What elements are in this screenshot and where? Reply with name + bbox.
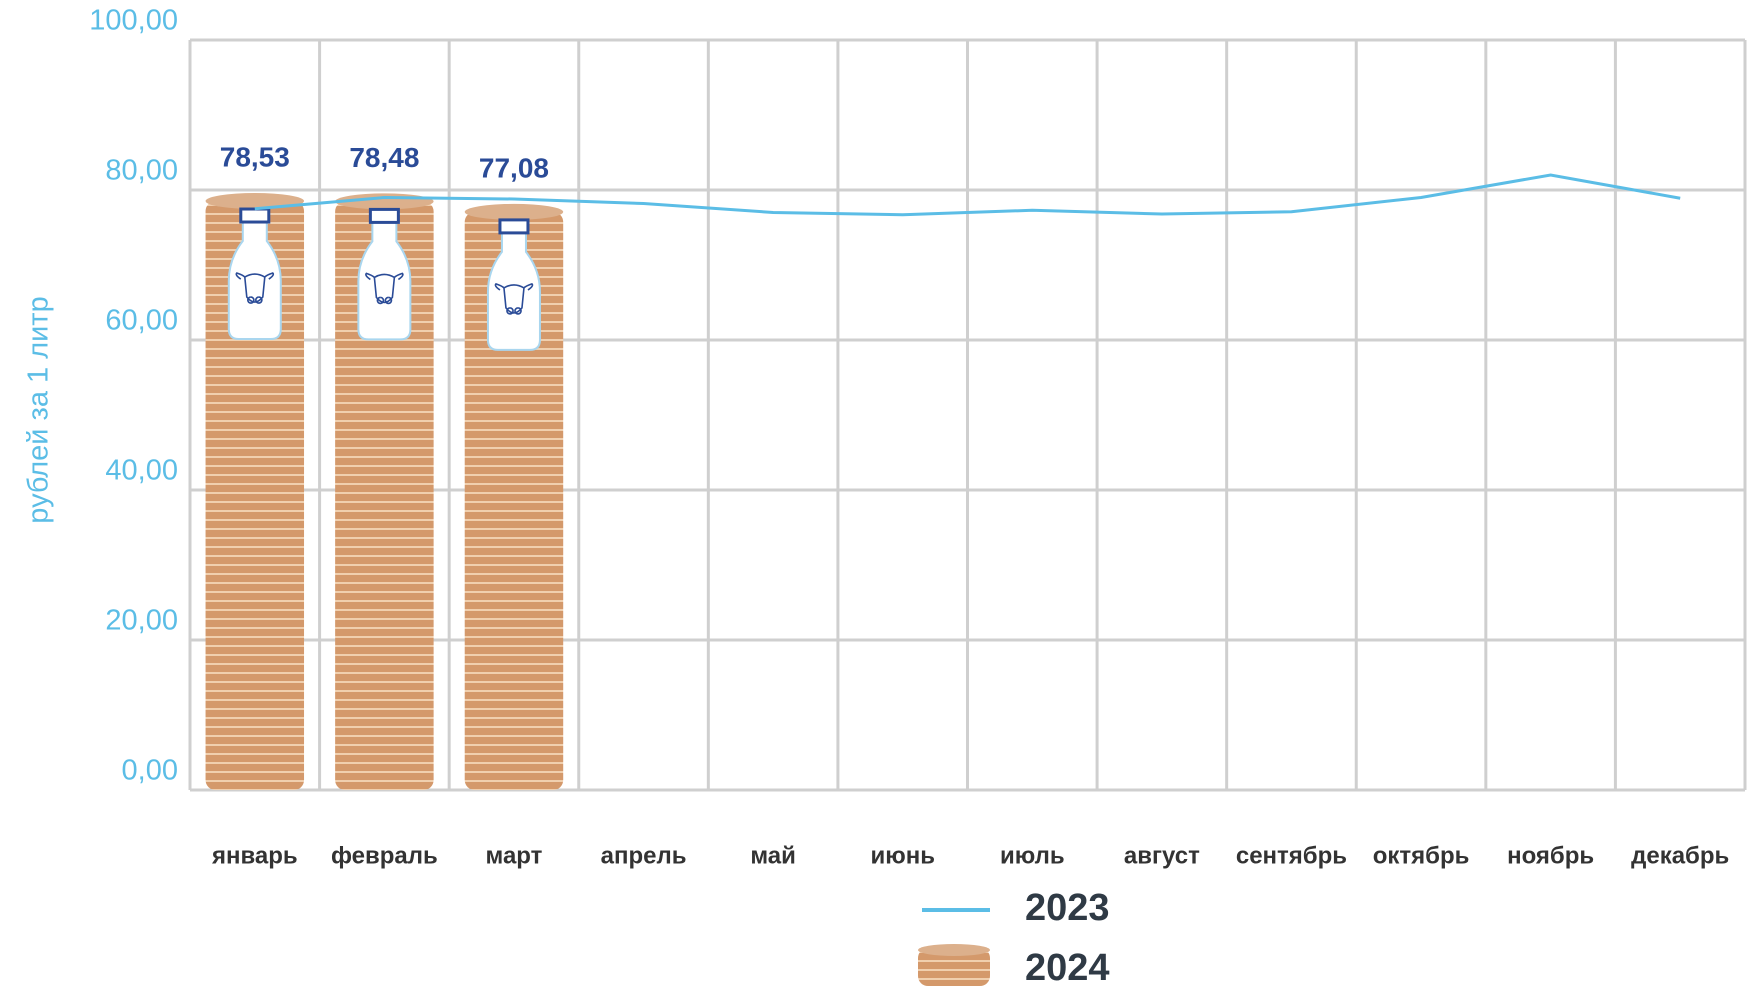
- cow-face: [365, 272, 404, 305]
- y-axis-label: рублей за 1 литр: [23, 296, 55, 523]
- y-tick-label: 100,00: [89, 5, 178, 37]
- y-tick-label: 80,00: [105, 155, 178, 187]
- x-tick-label: сентябрь: [1236, 842, 1347, 869]
- line-2023: [254, 173, 1681, 217]
- x-tick-label: март: [486, 842, 543, 869]
- legend-coins: [918, 948, 990, 986]
- bottle-cap: [239, 207, 271, 224]
- x-tick-label: май: [750, 842, 796, 869]
- x-tick-label: апрель: [601, 842, 687, 869]
- bottle-body: [357, 218, 412, 341]
- milk-bottle: [357, 207, 412, 341]
- legend-coin-top: [918, 944, 990, 956]
- y-tick-label: 20,00: [105, 605, 178, 637]
- milk-bottle: [227, 207, 282, 341]
- coin-top: [205, 193, 305, 210]
- milk-bottle: [486, 218, 541, 351]
- value-label: 78,48: [349, 142, 419, 173]
- x-tick-label: июль: [1000, 842, 1065, 869]
- y-tick-label: 0,00: [122, 755, 178, 787]
- x-tick-label: август: [1124, 842, 1200, 869]
- y-tick-label: 40,00: [105, 455, 178, 487]
- x-tick-label: июнь: [870, 842, 935, 869]
- cow-face: [494, 282, 534, 315]
- value-label: 78,53: [220, 141, 290, 172]
- bottle-cap: [368, 207, 400, 224]
- x-tick-label: ноябрь: [1507, 842, 1594, 869]
- cow-face: [235, 272, 275, 304]
- bottle-body: [227, 218, 282, 341]
- x-tick-label: октябрь: [1373, 842, 1470, 869]
- legend-label: 2024: [1025, 947, 1110, 989]
- bottle-body: [486, 228, 541, 351]
- x-tick-label: январь: [211, 842, 298, 869]
- bottle-cap: [498, 218, 530, 235]
- y-tick-label: 60,00: [105, 305, 178, 337]
- coin-stack: [335, 201, 434, 790]
- value-label: 77,08: [479, 152, 549, 183]
- coin-top: [464, 203, 564, 220]
- x-tick-label: декабрь: [1631, 842, 1729, 869]
- coin-stack: [205, 201, 305, 790]
- legend-label: 2023: [1025, 887, 1110, 929]
- x-tick-label: февраль: [331, 842, 438, 869]
- coin-stack: [464, 211, 564, 790]
